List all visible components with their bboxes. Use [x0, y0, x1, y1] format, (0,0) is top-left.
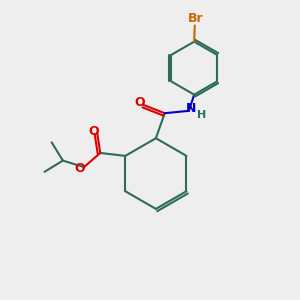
Text: N: N	[185, 102, 196, 115]
Text: Br: Br	[188, 13, 203, 26]
Text: H: H	[196, 110, 206, 120]
Text: O: O	[74, 162, 85, 175]
Text: O: O	[88, 125, 99, 138]
Text: O: O	[134, 96, 145, 109]
